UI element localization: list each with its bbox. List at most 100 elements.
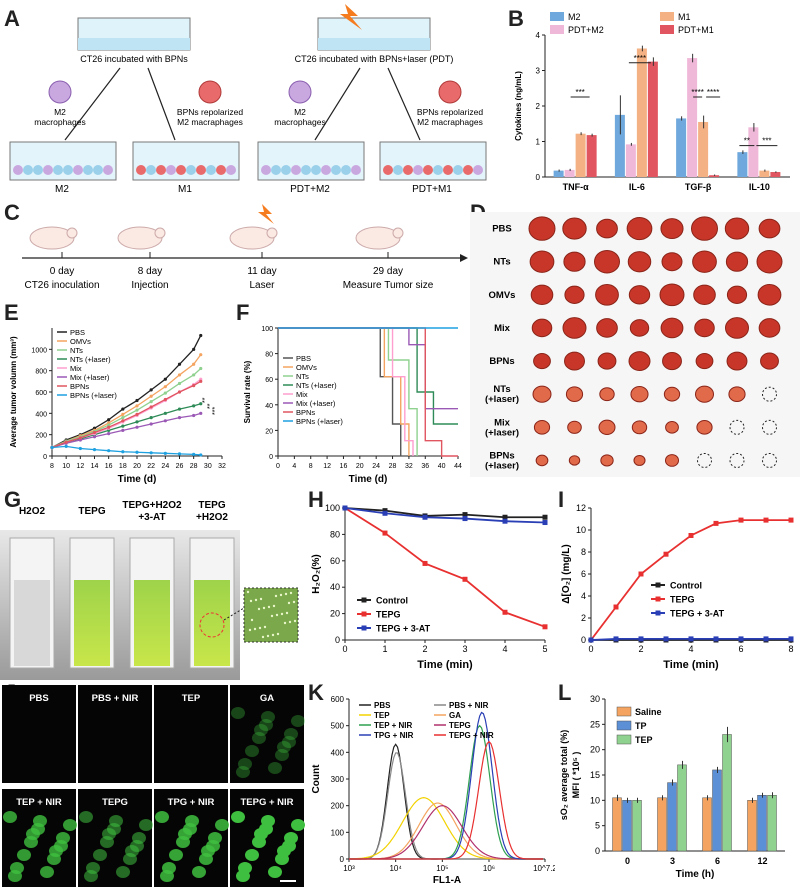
dish-cell	[291, 165, 301, 175]
cell-signal	[268, 866, 282, 878]
timeline-day: 11 day	[247, 266, 276, 277]
laser-bolt-icon	[258, 204, 274, 224]
dish-cell	[383, 165, 393, 175]
y-tick-label: 400	[35, 411, 47, 418]
bubble	[292, 600, 296, 604]
significance-label: ***	[575, 88, 584, 97]
cell-signal	[236, 766, 250, 778]
dish-cell	[281, 165, 291, 175]
tumor-image	[594, 249, 620, 274]
data-point	[199, 411, 203, 415]
cell-signal	[284, 728, 298, 740]
bar-TP	[622, 800, 632, 852]
dish-cell	[43, 165, 53, 175]
data-point	[192, 404, 196, 408]
tumor-image	[756, 249, 783, 274]
repol-label-left: BPNs repolarized M2 macraphages	[177, 107, 243, 127]
legend-marker	[655, 596, 661, 602]
tumor-image	[661, 252, 683, 272]
dish-cell	[73, 165, 83, 175]
cell-signal	[192, 866, 206, 878]
data-point	[462, 576, 468, 582]
data-point	[163, 385, 167, 389]
fluorescence-tile	[2, 685, 76, 783]
cell-signal	[63, 819, 77, 831]
data-point	[663, 636, 669, 642]
panel-d-tumor-photo: PBS NTs OMVs Mix BPNs NTs (+laser) Mix (+laser) B…	[470, 212, 800, 477]
x-tick-label: 2	[638, 644, 643, 654]
legend-label: PBS	[374, 701, 391, 710]
cell-signal	[31, 823, 45, 835]
cell-signal	[282, 840, 296, 852]
tumor-image	[665, 421, 679, 434]
data-point	[177, 390, 182, 394]
tumor-image	[760, 352, 779, 370]
y-tick-label: 100	[325, 503, 340, 513]
legend-label: OMVs	[296, 363, 317, 372]
tumor-image	[530, 284, 554, 306]
cell-signal	[24, 836, 38, 848]
data-point	[199, 379, 203, 383]
data-point	[107, 432, 111, 436]
cell-signal	[199, 853, 213, 865]
cell-signal	[245, 745, 259, 757]
panel-label-f: F	[236, 300, 250, 325]
legend-label: TEPG + 3-AT	[376, 624, 431, 634]
fluorescence-label: TEP	[182, 693, 201, 704]
y-tick-label: 10	[590, 795, 600, 805]
data-point	[135, 408, 139, 412]
tumor-image	[696, 419, 713, 435]
data-point	[663, 551, 669, 557]
y-axis-label: sO₂ average total (%)	[559, 730, 569, 821]
y-tick-label: 20	[330, 609, 340, 619]
cell-signal	[261, 711, 275, 723]
histogram-TEP + NIR	[349, 724, 544, 860]
legend-label: PDT+M2	[568, 25, 604, 35]
significance-label: ****	[691, 88, 703, 97]
fluorescence-label: TEPG + NIR	[240, 797, 293, 808]
bubble	[274, 594, 278, 598]
x-tick-label: 10⁵	[436, 864, 448, 873]
data-point	[199, 402, 203, 406]
bar-M1	[759, 170, 770, 177]
data-point	[788, 636, 794, 642]
legend-label: Saline	[635, 707, 662, 717]
y-axis-label: Average tumor volumn (mm³)	[9, 336, 18, 448]
cell-signal	[40, 866, 54, 878]
dish-cell	[176, 165, 186, 175]
legend-swatch	[550, 25, 564, 34]
data-point	[149, 394, 153, 398]
cell-signal	[116, 866, 130, 878]
legend-label: Control	[376, 596, 408, 606]
y-tick-label: 0	[581, 635, 586, 645]
bubble	[246, 590, 250, 594]
tumor-image	[564, 351, 585, 371]
x-tick-label: 2	[422, 644, 427, 654]
tumor-image	[563, 251, 586, 272]
cell-signal	[123, 853, 137, 865]
data-point	[199, 333, 203, 338]
tumor-image	[533, 353, 551, 370]
laser-bolt-icon	[340, 4, 362, 30]
bubble	[259, 597, 263, 601]
legend-label: NTs (+laser)	[70, 355, 111, 364]
data-point	[92, 435, 97, 439]
m2-macrophage-icon	[48, 80, 72, 104]
tumor-missing-circle	[762, 386, 777, 402]
data-point	[342, 505, 348, 511]
dish-cell	[433, 165, 443, 175]
tumor-image	[693, 284, 716, 306]
bar-M2	[614, 114, 625, 177]
bar-TP	[712, 769, 722, 852]
cell-signal	[206, 840, 220, 852]
data-point	[542, 514, 548, 520]
cuvette-label: TEPG	[78, 506, 105, 517]
highlight-circle	[199, 612, 225, 638]
y-tick-label: 80	[330, 529, 340, 539]
panel-h-chart: 0 20 40 60 80 100 0 1 2 3 4 5 H₂O₂(%) Time (min) Contr…	[311, 503, 548, 671]
bubble	[272, 604, 276, 608]
dish-cell	[321, 165, 331, 175]
cell-signal	[254, 724, 268, 736]
y-tick-label: 300	[331, 775, 345, 784]
panel-k-histogram: 0 100 200 300 400 500 600 10³ 10⁴ 10⁵ 10⁶ 10^7.2 Cou…	[311, 695, 555, 886]
